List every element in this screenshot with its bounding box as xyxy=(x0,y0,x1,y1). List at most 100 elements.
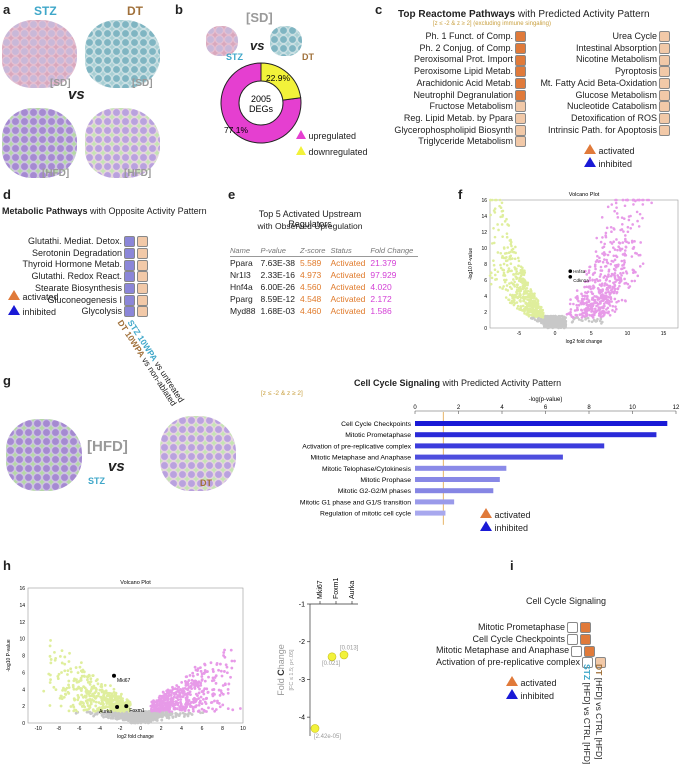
volcano-point xyxy=(579,313,583,316)
volcano-point xyxy=(85,688,88,692)
x-tick: 0 xyxy=(554,331,557,337)
volcano-point xyxy=(200,707,204,711)
volcano-point xyxy=(572,316,575,319)
volcano-point xyxy=(206,691,210,694)
volcano-point xyxy=(178,712,182,715)
bar-tick-label: 10 xyxy=(629,405,636,411)
volcano-point xyxy=(92,699,96,703)
volcano-point xyxy=(571,320,575,323)
activity-box xyxy=(515,77,526,89)
volcano-point xyxy=(184,684,188,687)
d-row: Glycolysis xyxy=(8,306,148,318)
volcano-point xyxy=(615,291,618,295)
volcano-point xyxy=(226,691,230,695)
g-stz-label: STZ xyxy=(88,476,105,486)
volcano-point xyxy=(580,302,583,306)
volcano-point xyxy=(80,693,84,697)
volcano-point xyxy=(150,709,154,713)
c-right-label: Mt. Fatty Acid Beta-Oxidation xyxy=(540,77,657,88)
volcano-point xyxy=(155,703,159,706)
volcano-point xyxy=(542,320,546,324)
volcano-point xyxy=(219,669,223,673)
i-rot-stz: STZ xyxy=(582,664,592,683)
volcano-f-title: Volcano Plot xyxy=(569,192,600,198)
volcano-point xyxy=(586,290,590,294)
panel-label-i: i xyxy=(510,558,514,573)
volcano-point xyxy=(49,658,53,661)
c-right-row: Nicotine Metabolism xyxy=(532,54,670,66)
volcano-point xyxy=(616,278,620,282)
volcano-point xyxy=(600,296,603,300)
legend-up: upregulated xyxy=(296,130,356,141)
volcano-point xyxy=(118,716,122,720)
volcano-point xyxy=(149,704,153,708)
y-tick: 12 xyxy=(19,620,25,626)
volcano-point xyxy=(203,709,207,713)
volcano-point xyxy=(502,262,506,266)
volcano-point xyxy=(597,288,601,291)
volcano-point xyxy=(56,677,60,680)
g-subtitle: [z ≤ -2 & z ≥ 2] xyxy=(261,390,303,397)
volcano-point xyxy=(620,228,624,231)
x-tick: 0 xyxy=(139,726,142,732)
volcano-point xyxy=(82,704,85,708)
volcano-point xyxy=(183,709,187,712)
i-rot-1b: [HFD] vs CTRL [HFD] xyxy=(594,677,604,760)
volcano-point xyxy=(79,687,83,691)
c-left-row: Reg. Lipid Metab. by Ppara xyxy=(380,113,526,125)
triangle-orange-icon xyxy=(480,508,492,518)
activity-box xyxy=(659,66,670,78)
c-left-label: Peroxisome Lipid Metab. xyxy=(413,66,513,77)
volcano-point xyxy=(513,302,517,305)
bar xyxy=(415,488,494,494)
volcano-point xyxy=(82,670,86,674)
volcano-point xyxy=(198,701,202,705)
volcano-point xyxy=(511,257,514,260)
volcano-point xyxy=(102,694,105,697)
volcano-point xyxy=(54,657,58,660)
volcano-point xyxy=(150,716,154,720)
volcano-point xyxy=(173,687,177,691)
volcano-point xyxy=(576,306,579,310)
volcano-point xyxy=(599,302,602,305)
volcano-point xyxy=(123,710,127,714)
volcano-point xyxy=(185,692,189,696)
i-row: Mitotic Prometaphase xyxy=(436,622,591,634)
tissue-small-dt xyxy=(270,26,302,56)
volcano-point xyxy=(635,252,638,255)
volcano-point xyxy=(62,695,66,699)
volcano-point xyxy=(505,217,508,221)
volcano-point xyxy=(615,212,619,215)
d-rot-label-1: STZ 10WPA vs untreated xyxy=(126,318,187,404)
volcano-point xyxy=(615,238,618,241)
volcano-point xyxy=(503,273,506,277)
volcano-point xyxy=(603,258,606,261)
volcano-point xyxy=(620,216,624,219)
table-cell: 1.68E-03 xyxy=(260,306,296,316)
bar-category-label: Mitotic Telophase/Cytokinesis xyxy=(322,466,412,473)
x-tick: 10 xyxy=(240,726,246,732)
volcano-point xyxy=(516,256,520,260)
volcano-point xyxy=(605,308,608,311)
y-tick: 14 xyxy=(19,603,25,609)
volcano-point xyxy=(601,314,605,318)
sd-tag-2: [SD] xyxy=(132,78,153,89)
fold-change-plot: -1 -2 -3 -4 Mki67 Foxm1 Aurka [0.021] [0.013] [2.… xyxy=(276,578,359,740)
stz-label: STZ xyxy=(34,4,57,18)
volcano-point xyxy=(528,307,531,311)
volcano-point xyxy=(581,294,584,298)
volcano-point xyxy=(515,270,519,273)
volcano-point xyxy=(190,687,194,690)
d-item-label: Glycolysis xyxy=(81,306,122,317)
volcano-point xyxy=(507,298,511,302)
c-right-label: Urea Cycle xyxy=(612,31,657,41)
volcano-point xyxy=(584,317,588,320)
volcano-point xyxy=(167,701,171,704)
y-tick: 0 xyxy=(22,721,25,727)
volcano-point xyxy=(580,309,584,312)
volcano-point xyxy=(493,207,497,210)
triangle-orange-icon xyxy=(584,144,596,154)
volcano-point xyxy=(586,303,590,307)
volcano-point xyxy=(516,272,520,276)
volcano-point xyxy=(593,307,597,311)
